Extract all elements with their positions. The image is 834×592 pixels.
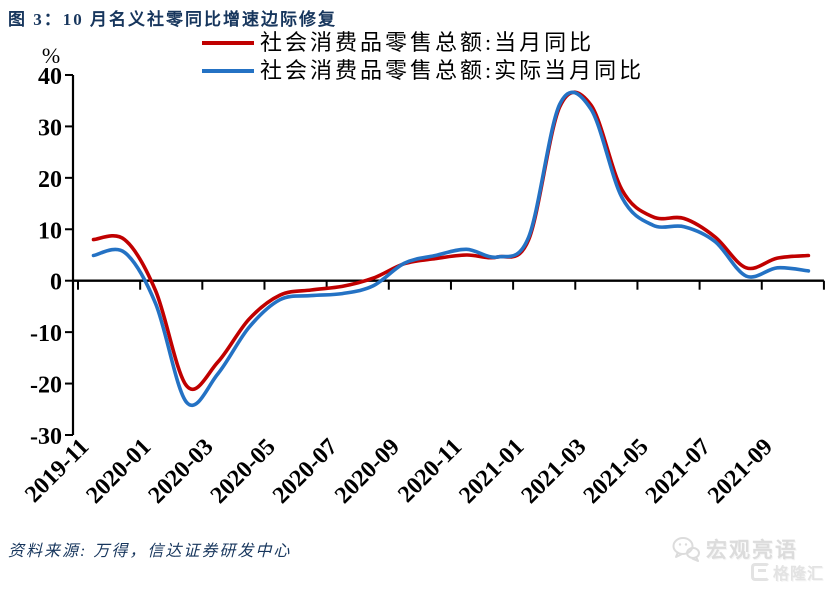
legend-label-real: 社会消费品零售总额:实际当月同比 (260, 58, 645, 83)
x-tick-label: 2021-03 (517, 434, 592, 509)
legend-swatch-real-line (202, 69, 254, 73)
x-tick-label: 2020-07 (268, 434, 343, 509)
y-tick-label: 0 (50, 270, 62, 296)
watermark: 宏观亮语 格隆汇 (636, 534, 826, 584)
x-tick-label: 2020-05 (206, 434, 281, 509)
y-tick-label: -30 (30, 424, 62, 450)
chat-bubbles-icon (672, 537, 700, 562)
series-line-real-yoy (91, 90, 811, 408)
y-tick-label: 40 (38, 64, 62, 90)
x-tick-label: 2021-07 (641, 434, 716, 509)
gelonghui-logo-icon (750, 563, 770, 581)
x-tick-label: 2021-05 (579, 434, 654, 509)
legend-item-real: 社会消费品零售总额:实际当月同比 (202, 57, 644, 85)
chart-title: 图 3：10 月名义社零同比增速边际修复 (8, 10, 337, 29)
watermark-brand-row: 宏观亮语 (636, 534, 798, 564)
watermark-brand-text: 宏观亮语 (706, 538, 798, 562)
watermark-logo-text: 格隆汇 (772, 566, 824, 583)
x-tick-label: 2021-09 (703, 434, 778, 509)
x-tick-label: 2020-11 (393, 434, 467, 508)
y-tick-label: 30 (38, 115, 62, 141)
series-line-nominal-yoy (91, 90, 811, 391)
y-tick-label: -10 (30, 321, 62, 347)
x-tick-label: 2020-01 (81, 434, 156, 509)
x-tick-label: 2020-03 (144, 434, 219, 509)
legend-label-nominal: 社会消费品零售总额:当月同比 (260, 30, 595, 55)
legend: 社会消费品零售总额:当月同比 社会消费品零售总额:实际当月同比 (202, 29, 644, 85)
legend-swatch-nominal-line (202, 41, 254, 45)
x-tick-label: 2020-09 (330, 434, 405, 509)
x-tick-label: 2021-01 (454, 434, 529, 509)
y-tick-label: 20 (38, 167, 62, 193)
legend-item-nominal: 社会消费品零售总额:当月同比 (202, 29, 644, 57)
watermark-logo-row: 格隆汇 (636, 560, 824, 584)
source-note: 资料来源: 万得，信达证券研发中心 (8, 543, 292, 560)
y-tick-label: -20 (30, 373, 62, 399)
y-tick-label: 10 (38, 218, 62, 244)
y-axis-unit-label: % (42, 43, 60, 68)
